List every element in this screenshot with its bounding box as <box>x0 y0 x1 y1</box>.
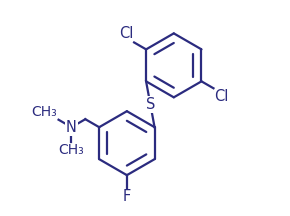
Text: N: N <box>66 120 77 135</box>
Text: Cl: Cl <box>215 89 229 104</box>
Text: S: S <box>146 97 155 112</box>
Text: CH₃: CH₃ <box>59 143 84 157</box>
Text: CH₃: CH₃ <box>32 105 57 119</box>
Text: Cl: Cl <box>119 26 133 41</box>
Text: F: F <box>123 189 131 204</box>
